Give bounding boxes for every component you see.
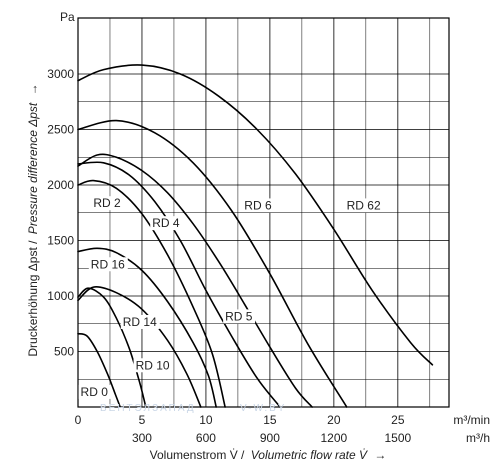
y-tick-label: 1500 [47,234,74,248]
x-unit-h: m³/h [466,431,490,445]
curve-rd-62 [77,64,434,366]
tick-labels: 500 1000 1500 2000 2500 3000 0 5 10 15 20 25 300 600 9… [47,67,411,445]
x-axis-title: Volumenstrom V̇ / Volumetric flow rate V… [150,448,387,462]
curve-labels: RD 0 RD 10 RD 14 RD 16 RD 2 RD 4 RD 5 RD 6 RD 62 [78,196,384,399]
watermark-url: V-W.BY [240,403,286,414]
curve-rd-14 [77,286,202,408]
curve-label-rd-16: RD 16 [91,257,125,271]
x-tick-label-min: 25 [391,413,405,427]
curve-label-bg [91,196,124,211]
y-tick-label: 2500 [47,123,74,137]
curve-label-rd-0: RD 0 [81,385,109,399]
curve-label-bg [88,257,128,272]
watermark-text: ВЕНТЭЛЗАПАД [100,403,196,414]
grid [78,18,449,407]
x-tick-label-h: 1500 [384,431,411,445]
x-unit-min: m³/min [453,413,490,427]
x-tick-label-h: 300 [132,431,152,445]
y-axis-title: Druckerhöhung Δpst / Pressure difference… [26,83,40,356]
curve-label-bg [223,309,256,324]
y-tick-label: 500 [54,345,74,359]
curve-label-rd-14: RD 14 [123,315,157,329]
x-axis-title-de: Volumenstrom V̇ / [150,448,245,462]
x-axis-title-en: Volumetric flow rate V̇ [251,448,368,462]
curve-label-bg [120,314,160,329]
curves [77,64,434,408]
y-tick-label: 2000 [47,178,74,192]
y-unit-label: Pa [60,10,75,24]
x-tick-label-min: 5 [139,413,146,427]
curve-rd-6 [77,119,348,408]
y-tick-label: 1000 [47,289,74,303]
curve-label-bg [78,384,111,399]
plot-border [77,17,450,408]
curve-label-rd-6: RD 6 [244,198,272,212]
curve-rd-10 [77,287,147,408]
y-axis-arrow: → [26,83,40,95]
y-tick-label: 3000 [47,67,74,81]
x-tick-label-h: 600 [196,431,216,445]
curve-label-bg [344,198,384,213]
curve-rd-0 [77,332,121,408]
y-axis-title-de: Druckerhöhung Δpst / [26,240,40,357]
x-tick-label-h: 900 [260,431,280,445]
curve-label-rd-5: RD 5 [225,309,253,323]
plot-frame [77,17,450,408]
curve-label-rd-4: RD 4 [152,216,180,230]
curve-label-bg [150,216,183,231]
curve-label-bg [133,358,173,373]
x-axis-arrow: → [374,448,386,462]
x-tick-label-min: 15 [263,413,277,427]
x-tick-label-min: 0 [75,413,82,427]
x-tick-label-h: 1200 [321,431,348,445]
curve-label-rd-10: RD 10 [136,358,170,372]
curve-rd-16 [77,247,217,408]
y-axis-title-en: Pressure difference Δpst [26,102,40,234]
x-tick-label-min: 10 [199,413,213,427]
svg-text:Druckerhöhung Δpst / Pre: Druckerhöhung Δpst / Pressure difference… [26,83,40,356]
curve-rd-5 [77,153,313,408]
x-tick-label-min: 20 [327,413,341,427]
curve-label-bg [242,198,275,213]
curve-label-rd-2: RD 2 [93,196,121,210]
curve-rd-4 [77,161,281,408]
curve-label-rd-62: RD 62 [347,198,381,212]
curve-rd-2 [77,179,226,408]
